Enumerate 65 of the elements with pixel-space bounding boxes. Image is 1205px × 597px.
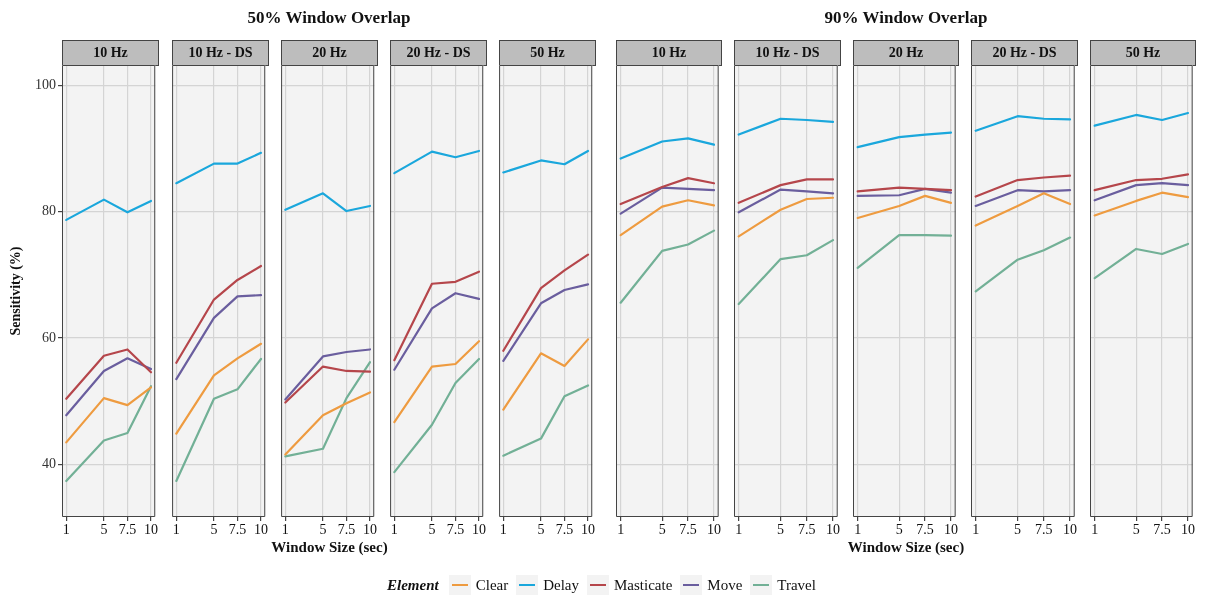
- x-tick-label: 10: [254, 522, 268, 538]
- y-tick-label: 80: [42, 203, 56, 219]
- x-tick-label: 5: [1132, 522, 1140, 538]
- x-tick-label: 7.5: [118, 522, 137, 538]
- x-tick-label: 10: [144, 522, 158, 538]
- y-axis-title: Sensitivity (%): [8, 246, 25, 336]
- x-tick-label: 1: [499, 522, 507, 538]
- x-tick-label: 10: [581, 522, 595, 538]
- legend-label: Move: [707, 576, 743, 594]
- x-tick-label: 5: [658, 522, 666, 538]
- x-tick-label: 1: [854, 522, 862, 538]
- chart-subtitle: 10 Hz: [651, 45, 687, 60]
- x-tick-label: 7.5: [337, 522, 356, 538]
- x-tick-label: 7.5: [1035, 522, 1053, 538]
- x-tick-label: 5: [537, 522, 545, 538]
- legend-label: Clear: [475, 576, 509, 594]
- y-tick-label: 60: [42, 329, 56, 345]
- x-tick-label: 5: [1014, 522, 1022, 538]
- chart-subtitle: 20 Hz: [312, 45, 347, 60]
- chart-subtitle: 20 Hz - DS: [992, 45, 1057, 60]
- x-tick-label: 5: [428, 522, 436, 538]
- x-tick-label: 7.5: [228, 522, 247, 538]
- x-tick-label: 7.5: [798, 522, 816, 538]
- x-tick-label: 1: [390, 522, 398, 538]
- x-tick-label: 10: [944, 522, 958, 538]
- x-tick-label: 7.5: [916, 522, 934, 538]
- text: 50% Window Overlap: [246, 8, 412, 28]
- x-tick-label: 1: [617, 522, 625, 538]
- legend-label: Masticate: [614, 576, 673, 594]
- chart-subtitle: 20 Hz - DS: [406, 45, 471, 60]
- x-tick-label: 10: [472, 522, 486, 538]
- chart-subtitle: 10 Hz: [93, 45, 128, 60]
- x-tick-label: 5: [210, 522, 218, 538]
- legend-label: Travel: [777, 576, 816, 594]
- x-axis-title: Window Size (sec): [270, 539, 389, 556]
- x-tick-label: 1: [972, 522, 980, 538]
- x-tick-label: 1: [62, 522, 70, 538]
- x-tick-label: 1: [735, 522, 743, 538]
- x-tick-label: 1: [1091, 522, 1099, 538]
- chart-subtitle: 10 Hz - DS: [188, 45, 253, 60]
- x-tick-label: 10: [826, 522, 840, 538]
- x-tick-label: 1: [281, 522, 289, 538]
- x-axis-title: Window Size (sec): [846, 539, 966, 556]
- x-tick-label: 5: [319, 522, 327, 538]
- legend-title: Element: [387, 576, 439, 594]
- x-tick-label: 10: [363, 522, 377, 538]
- y-tick-label: 100: [35, 76, 56, 92]
- x-tick-label: 7.5: [446, 522, 465, 538]
- text: 90% Window Overlap: [823, 8, 989, 28]
- x-tick-label: 10: [1063, 522, 1077, 538]
- x-tick-label: 5: [895, 522, 903, 538]
- x-tick-label: 1: [172, 522, 180, 538]
- chart-subtitle: 50 Hz: [1125, 45, 1161, 60]
- legend-label: Delay: [543, 576, 580, 594]
- chart-subtitle: 10 Hz - DS: [755, 45, 820, 60]
- x-tick-label: 7.5: [1153, 522, 1171, 538]
- x-tick-label: 10: [707, 522, 721, 538]
- y-tick-label: 40: [42, 456, 56, 472]
- chart-subtitle: 50 Hz: [530, 45, 565, 60]
- x-tick-label: 7.5: [679, 522, 697, 538]
- x-tick-label: 5: [777, 522, 785, 538]
- x-tick-label: 10: [1181, 522, 1195, 538]
- chart-subtitle: 20 Hz: [888, 45, 924, 60]
- x-tick-label: 5: [100, 522, 108, 538]
- x-tick-label: 7.5: [555, 522, 574, 538]
